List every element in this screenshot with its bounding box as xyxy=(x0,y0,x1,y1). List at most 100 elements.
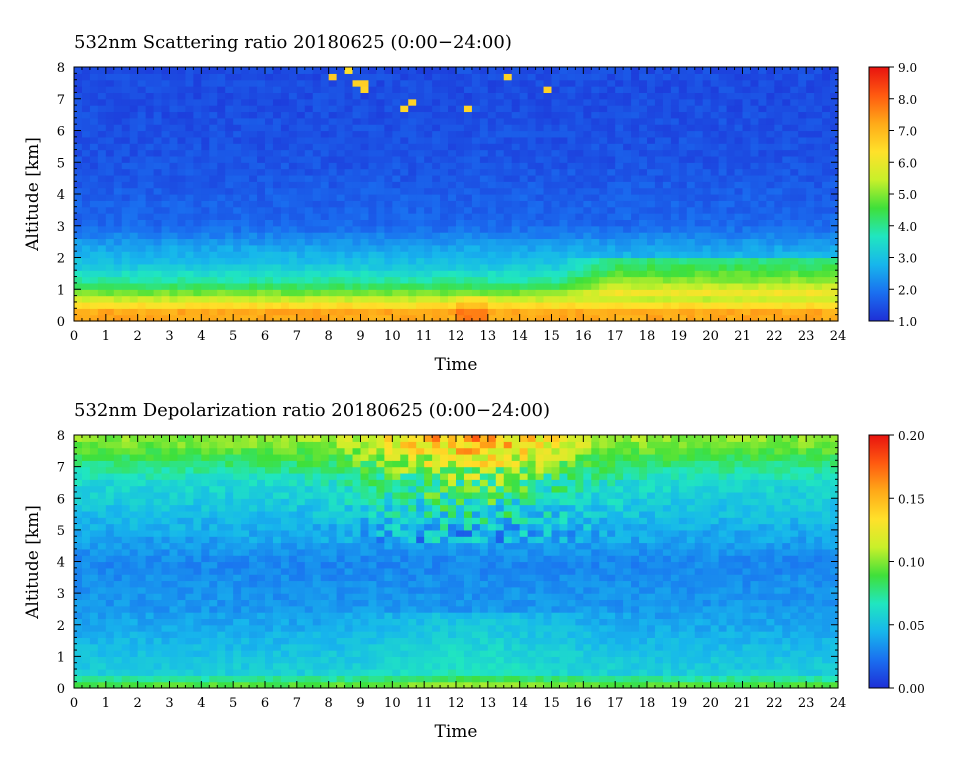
heatmap-cell xyxy=(312,301,322,309)
heatmap-cell xyxy=(209,612,218,620)
heatmap-cell xyxy=(74,529,83,537)
heatmap-cell xyxy=(750,200,760,208)
heatmap-cell xyxy=(121,542,131,550)
heatmap-cell xyxy=(734,308,744,316)
heatmap-cell xyxy=(81,567,91,575)
heatmap-cell xyxy=(169,162,179,170)
heatmap-cell xyxy=(654,181,664,189)
heatmap-cell xyxy=(344,168,354,176)
heatmap-cell xyxy=(153,618,163,626)
heatmap-cell xyxy=(97,149,107,157)
heatmap-cell xyxy=(527,206,537,214)
heatmap-cell xyxy=(217,593,226,601)
heatmap-cell xyxy=(678,86,688,93)
heatmap-cell xyxy=(97,162,107,170)
heatmap-cell xyxy=(225,574,234,582)
heatmap-cell xyxy=(296,162,306,170)
heatmap-cell xyxy=(734,130,744,138)
heatmap-cell xyxy=(639,79,648,87)
heatmap-cell xyxy=(89,631,99,638)
heatmap-cell xyxy=(249,67,258,74)
heatmap-cell xyxy=(702,206,712,214)
heatmap-cell xyxy=(535,73,545,81)
heatmap-cell xyxy=(758,162,767,170)
heatmap-cell xyxy=(806,187,815,195)
heatmap-cell xyxy=(662,155,672,163)
heatmap-cell xyxy=(249,168,258,176)
heatmap-cell xyxy=(814,124,823,132)
heatmap-cell xyxy=(193,238,202,246)
heatmap-cell xyxy=(822,251,831,259)
heatmap-cell xyxy=(543,276,553,284)
heatmap-cell xyxy=(97,624,107,632)
heatmap-cell xyxy=(726,289,736,297)
heatmap-cell xyxy=(74,162,83,170)
heatmap-cell xyxy=(137,232,147,240)
heatmap-cell xyxy=(654,251,664,259)
heatmap-cell xyxy=(193,111,202,119)
heatmap-cell xyxy=(169,612,179,620)
heatmap-cell xyxy=(74,213,83,220)
heatmap-cell xyxy=(487,86,497,93)
heatmap-cell xyxy=(607,136,616,144)
heatmap-cell xyxy=(336,289,346,297)
heatmap-cell xyxy=(344,149,354,157)
heatmap-cell xyxy=(527,244,537,252)
heatmap-cell xyxy=(519,98,529,106)
heatmap-cell xyxy=(503,263,513,271)
heatmap-cell xyxy=(400,289,409,297)
heatmap-cell xyxy=(623,232,632,240)
heatmap-cell xyxy=(806,200,815,208)
heatmap-cell xyxy=(623,276,632,284)
heatmap-cell xyxy=(137,136,147,144)
heatmap-cell xyxy=(615,308,624,316)
heatmap-cell xyxy=(272,111,282,119)
heatmap-cell xyxy=(81,92,91,100)
heatmap-cell xyxy=(830,162,839,170)
heatmap-cell xyxy=(241,92,250,100)
heatmap-cell xyxy=(424,232,433,240)
heatmap-cell xyxy=(312,162,322,170)
heatmap-cell xyxy=(161,86,171,93)
heatmap-cell xyxy=(670,67,680,74)
heatmap-cell xyxy=(272,181,282,189)
heatmap-cell xyxy=(137,662,147,670)
heatmap-cell xyxy=(607,168,616,176)
heatmap-cell xyxy=(814,187,823,195)
heatmap-cell xyxy=(670,79,680,87)
heatmap-cell xyxy=(670,257,680,265)
heatmap-cell xyxy=(599,168,608,176)
heatmap-cell xyxy=(639,174,648,182)
heatmap-cell xyxy=(814,263,823,271)
heatmap-cell xyxy=(145,289,155,297)
heatmap-cell xyxy=(193,181,202,189)
heatmap-cell xyxy=(495,238,505,246)
heatmap-cell xyxy=(177,143,187,151)
heatmap-cell xyxy=(97,542,107,550)
heatmap-cell xyxy=(639,282,648,290)
heatmap-cell xyxy=(121,194,131,201)
heatmap-cell xyxy=(559,174,569,182)
heatmap-cell xyxy=(527,111,537,119)
heatmap-cell xyxy=(249,314,258,322)
heatmap-cell xyxy=(265,257,274,265)
heatmap-cell xyxy=(599,155,608,163)
heatmap-cell xyxy=(471,86,481,93)
heatmap-cell xyxy=(81,637,91,645)
heatmap-cell xyxy=(352,162,362,170)
heatmap-cell xyxy=(105,580,115,588)
heatmap-cell xyxy=(209,593,218,601)
heatmap-cell xyxy=(352,270,362,278)
heatmap-cell xyxy=(702,232,712,240)
heatmap-cell xyxy=(758,232,767,240)
heatmap-cell xyxy=(209,523,218,531)
heatmap-cell xyxy=(408,168,417,176)
heatmap-cell xyxy=(185,289,194,297)
heatmap-cell xyxy=(97,517,107,525)
heatmap-cell xyxy=(177,435,187,442)
heatmap-cell xyxy=(487,232,497,240)
heatmap-cell xyxy=(336,111,346,119)
heatmap-cell xyxy=(169,669,179,676)
heatmap-cell xyxy=(360,155,370,163)
heatmap-cell xyxy=(368,181,378,189)
